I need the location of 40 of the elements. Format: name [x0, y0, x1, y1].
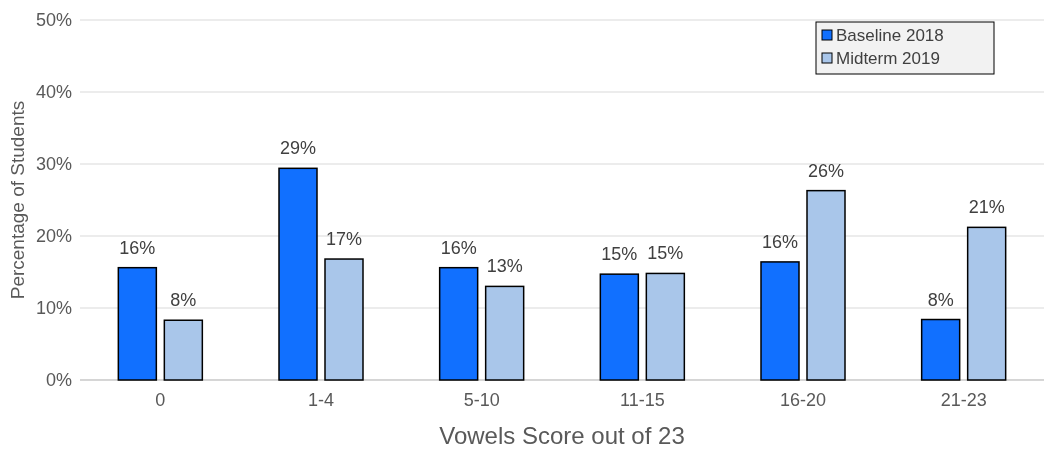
bar: [645, 272, 686, 381]
legend-label: Baseline 2018: [836, 25, 944, 45]
bar: [760, 261, 800, 381]
y-tick-label: 40%: [35, 82, 72, 103]
data-label: 16%: [440, 237, 477, 258]
bar: [484, 285, 525, 381]
data-label: 15%: [601, 244, 638, 265]
data-label: 29%: [279, 138, 317, 159]
x-tick-label: 5-10: [463, 390, 500, 410]
bar: [278, 167, 318, 381]
data-label: 16%: [119, 237, 156, 258]
bar: [117, 266, 158, 381]
bar: [920, 318, 961, 381]
y-axis-title: Percentage of Students: [7, 100, 28, 300]
data-label: 13%: [486, 256, 523, 277]
bar: [599, 273, 640, 381]
bar: [806, 189, 846, 381]
bar: [966, 226, 1007, 381]
x-tick-label: 16-20: [779, 390, 827, 410]
bar: [163, 319, 204, 381]
x-tick-label: 0: [155, 390, 166, 410]
x-tick-label: 21-23: [940, 390, 987, 410]
y-tick-label: 50%: [35, 10, 72, 31]
y-tick-label: 30%: [35, 154, 72, 175]
data-label: 17%: [325, 229, 363, 250]
data-label: 16%: [761, 231, 799, 252]
data-label: 21%: [968, 197, 1005, 218]
data-label: 26%: [807, 160, 845, 181]
y-tick-label: 0%: [45, 370, 72, 391]
x-tick-label: 1-4: [307, 390, 335, 410]
legend-label: Midterm 2019: [836, 48, 940, 68]
data-label: 8%: [927, 289, 954, 310]
x-tick-label: 11-15: [619, 390, 665, 410]
x-axis-title: Vowels Score out of 23: [439, 422, 685, 449]
bar: [438, 266, 479, 381]
data-label: 15%: [647, 243, 684, 264]
bar: [324, 258, 364, 381]
y-tick-label: 10%: [35, 298, 72, 319]
y-tick-label: 20%: [35, 226, 72, 247]
data-label: 8%: [170, 290, 197, 311]
